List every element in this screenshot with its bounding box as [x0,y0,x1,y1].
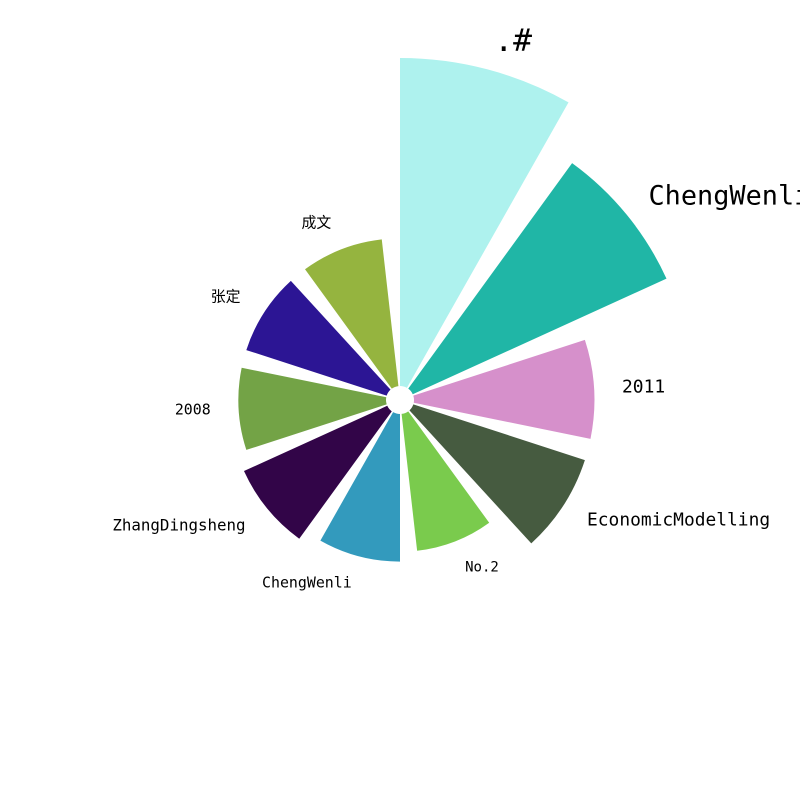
category-label-1: ChengWenli [648,181,800,212]
category-label-0: .# [494,23,532,59]
bar-7 [238,367,387,450]
category-label-5: ChengWenli [262,573,352,591]
category-label-7: 2008 [175,401,211,419]
bar-group [238,58,667,562]
category-label-2: 2011 [622,376,665,397]
category-label-9: 成文 [302,213,332,231]
category-label-4: No.2 [465,560,499,576]
category-label-8: 张定 [211,287,241,305]
category-label-group: .# ChengWenli 2011 EconomicModelling No.2 Che… [112,23,800,591]
bar-0 [400,58,569,388]
bar-4 [401,411,490,551]
category-label-6: ZhangDingsheng [112,516,245,535]
bar-8 [246,280,391,396]
bar-1 [408,163,667,395]
bar-6 [243,405,392,539]
bar-2 [413,339,595,439]
bar-5 [320,412,400,562]
bar-9 [305,239,399,389]
category-label-3: EconomicModelling [587,509,770,530]
bar-3 [409,404,585,544]
